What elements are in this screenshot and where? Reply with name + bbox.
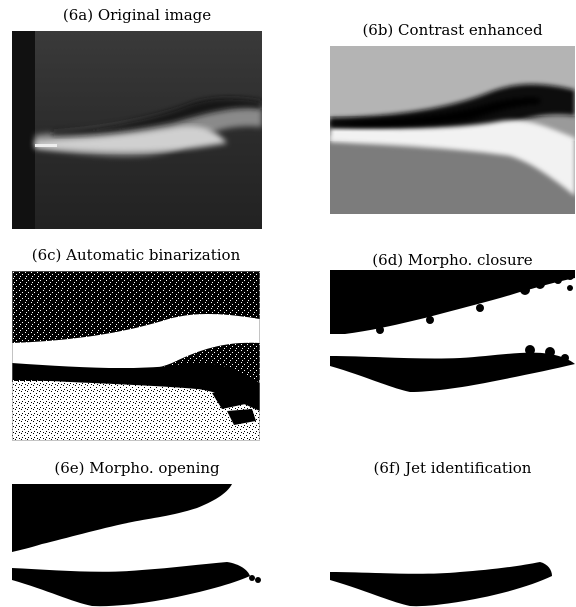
panel-6e-morpho-opening bbox=[12, 484, 261, 607]
panel-6f-jet-identification bbox=[330, 562, 552, 607]
caption-6f: (6f) Jet identification bbox=[373, 459, 532, 477]
panel-6a-original-image bbox=[12, 31, 262, 229]
panel-6c-automatic-binarization bbox=[12, 271, 260, 441]
caption-6c: (6c) Automatic binarization bbox=[31, 246, 241, 264]
panel-6d-morpho-closure bbox=[330, 270, 575, 392]
caption-6d: (6d) Morpho. closure bbox=[372, 251, 533, 269]
caption-6a: (6a) Original image bbox=[62, 6, 212, 24]
caption-6e: (6e) Morpho. opening bbox=[54, 459, 220, 477]
panel-6b-contrast-enhanced bbox=[330, 46, 575, 214]
caption-6b: (6b) Contrast enhanced bbox=[362, 21, 543, 39]
